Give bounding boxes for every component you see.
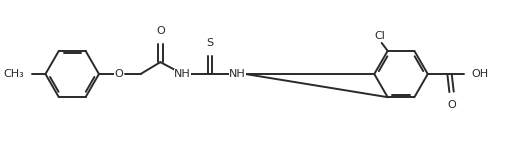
Text: NH: NH bbox=[229, 69, 246, 79]
Text: S: S bbox=[206, 38, 213, 48]
Text: NH: NH bbox=[174, 69, 191, 79]
Text: CH₃: CH₃ bbox=[3, 69, 24, 79]
Text: OH: OH bbox=[472, 69, 488, 79]
Text: O: O bbox=[447, 100, 456, 110]
Text: O: O bbox=[115, 69, 123, 79]
Text: Cl: Cl bbox=[374, 31, 385, 41]
Text: O: O bbox=[156, 26, 165, 36]
